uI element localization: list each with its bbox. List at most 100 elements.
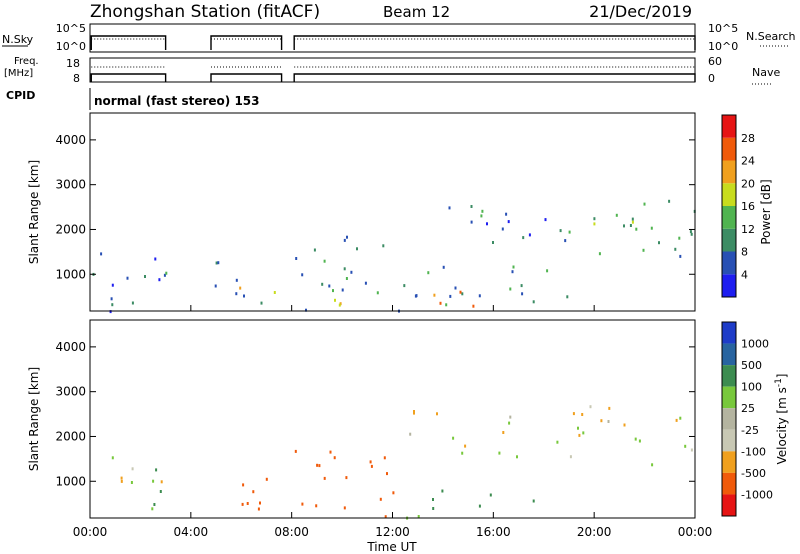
velocity-colorbar-tick-label: 25	[741, 402, 755, 415]
power-cell	[109, 310, 112, 314]
power-cell	[144, 275, 146, 278]
velocity-cell	[159, 490, 162, 493]
power-cell	[214, 284, 217, 288]
y-tick-label: 1000	[55, 474, 86, 488]
y-tick-label: 3000	[55, 385, 86, 399]
velocity-cell	[413, 410, 415, 413]
freq-strip-frame	[89, 57, 696, 83]
x-tick-label: 00:00	[73, 525, 108, 539]
velocity-cell	[589, 405, 592, 409]
power-cell	[376, 291, 379, 295]
velocity-cell	[600, 419, 603, 423]
power-cell	[593, 217, 596, 221]
velocity-colorbar-swatch	[722, 429, 736, 452]
nsky-segment	[90, 35, 167, 50]
velocity-cell	[257, 507, 260, 511]
cpid-value: normal (fast stereo) 153	[94, 94, 260, 108]
velocity-cell	[409, 432, 412, 436]
velocity-cell	[242, 483, 245, 487]
nsearch-top-tick: 10^5	[708, 22, 738, 35]
power-colorbar-tick-label: 28	[741, 132, 755, 145]
power-cell	[678, 236, 681, 240]
time-axis-label: Time UT	[366, 540, 417, 554]
power-cell	[520, 284, 523, 288]
power-colorbar-swatch	[722, 228, 736, 252]
power-cell	[689, 230, 692, 234]
power-cell	[566, 295, 569, 299]
velocity-colorbar-swatch	[722, 451, 736, 473]
velocity-cell	[638, 439, 641, 443]
velocity-cell	[498, 451, 501, 455]
freq-label-line1: Freq.	[14, 56, 39, 67]
freq-segment	[210, 73, 283, 82]
velocity-cell	[651, 463, 654, 467]
power-cell	[522, 236, 525, 240]
nsky-segment	[210, 35, 283, 50]
power-cell	[334, 298, 336, 302]
power-colorbar-tick-label: 24	[741, 155, 755, 168]
y-tick-label: 2000	[55, 429, 86, 443]
velocity-cell	[384, 515, 387, 519]
power-cell	[100, 252, 103, 256]
velocity-cell	[623, 423, 626, 427]
power-cell	[343, 238, 346, 242]
velocity-cell	[608, 406, 611, 410]
power-cell	[260, 301, 263, 305]
power-cell	[668, 199, 671, 203]
date-label: 21/Dec/2019	[589, 2, 692, 21]
velocity-cell	[343, 506, 346, 510]
power-cell	[273, 291, 276, 294]
velocity-cell	[436, 412, 438, 416]
power-cell	[433, 293, 436, 297]
power-cell	[301, 273, 304, 277]
velocity-cell	[577, 426, 579, 430]
nsky-trace	[90, 35, 696, 50]
power-cell	[528, 233, 531, 237]
freq-trace	[90, 66, 696, 82]
velocity-cell	[120, 476, 123, 480]
power-cell	[486, 222, 488, 226]
velocity-colorbar-tick-label: 100	[741, 381, 762, 394]
power-cell	[631, 217, 634, 221]
power-cell	[642, 248, 645, 252]
power-cell	[593, 222, 596, 226]
velocity-cell	[478, 504, 481, 508]
power-cell	[126, 276, 129, 280]
power-cell	[507, 220, 510, 224]
velocity-cell	[679, 416, 682, 420]
velocity-cell	[464, 444, 467, 448]
velocity-cell	[386, 472, 388, 476]
velocity-cell	[441, 489, 444, 493]
nsky-top-tick: 10^5	[56, 22, 86, 35]
power-cell	[559, 229, 562, 233]
power-cell	[449, 294, 452, 298]
power-cell	[439, 301, 442, 305]
power-colorbar-tick-label: 12	[741, 223, 755, 236]
velocity-cell	[532, 499, 535, 503]
power-cell	[564, 239, 567, 243]
power-cell	[217, 261, 220, 265]
power-cell	[243, 294, 245, 298]
power-colorbar-swatch	[722, 183, 736, 206]
power-colorbar-swatch	[722, 160, 736, 184]
x-tick-label: 16:00	[476, 525, 511, 539]
x-tick-label: 08:00	[274, 525, 309, 539]
power-cell	[658, 241, 660, 245]
velocity-colorbar-tick-label: -500	[741, 467, 766, 480]
velocity-cell	[556, 440, 559, 444]
velocity-cell	[152, 479, 155, 483]
velocity-colorbar-swatch	[722, 408, 736, 430]
beam-label: Beam 12	[383, 3, 450, 21]
nsearch-bottom-tick: 10^0	[708, 40, 738, 53]
velocity-colorbar-tick-label: -100	[741, 445, 766, 458]
power-cell	[328, 284, 331, 288]
power-cell	[415, 294, 418, 298]
power-heatmap	[92, 199, 696, 314]
nsearch-label: N.Search	[746, 30, 796, 43]
nave-top-tick: 60	[708, 55, 722, 68]
velocity-cell	[318, 464, 321, 468]
velocity-cell	[489, 493, 492, 497]
power-cell	[472, 304, 475, 308]
nsky-strip: N.Sky 10^5 10^0 10^5 10^0 N.Search	[2, 22, 796, 53]
freq-bottom-tick: 8	[73, 72, 80, 85]
